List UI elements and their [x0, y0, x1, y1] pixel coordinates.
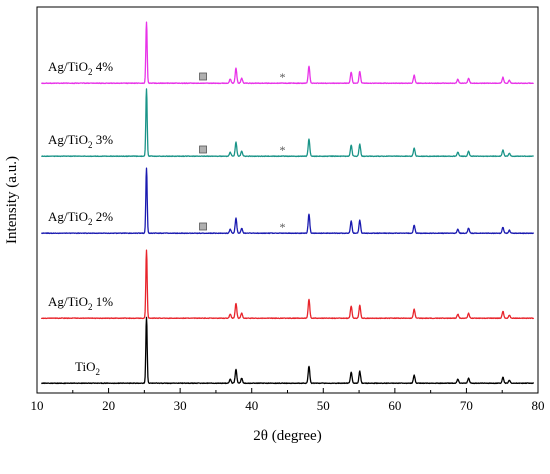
x-tick-label: 30	[174, 398, 187, 413]
x-tick-label: 60	[388, 398, 401, 413]
trace-label-subscript: 2	[95, 367, 100, 377]
xrd-trace	[41, 88, 534, 158]
x-tick-label: 20	[102, 398, 115, 413]
trace-label-subscript: 2	[88, 67, 93, 77]
x-tick-label: 50	[317, 398, 330, 413]
trace-label-subscript: 2	[88, 217, 93, 227]
x-tick-label: 80	[532, 398, 545, 413]
x-tick-label: 10	[31, 398, 44, 413]
trace-label-suffix: 3%	[92, 132, 113, 147]
xrd-trace	[40, 249, 535, 320]
trace-label: TiO2	[75, 359, 100, 377]
trace-label-name: Ag/TiO	[48, 294, 88, 309]
trace-label: Ag/TiO2 2%	[48, 209, 113, 227]
xrd-trace	[41, 316, 534, 385]
x-tick-label: 70	[460, 398, 473, 413]
trace-label-suffix: 2%	[92, 209, 113, 224]
square-marker	[199, 72, 207, 81]
x-tick-label: 40	[245, 398, 258, 413]
xrd-trace	[41, 21, 534, 85]
star-marker: *	[279, 220, 285, 234]
trace-layer	[40, 21, 535, 385]
trace-label-name: Ag/TiO	[48, 209, 88, 224]
y-axis-title: Intensity (a.u.)	[4, 156, 20, 244]
star-marker: *	[279, 143, 285, 157]
trace-label-suffix: 1%	[92, 294, 113, 309]
trace-label-name: Ag/TiO	[48, 132, 88, 147]
square-marker	[199, 222, 207, 231]
trace-label-subscript: 2	[88, 140, 93, 150]
square-marker	[199, 145, 207, 154]
xrd-trace	[41, 167, 535, 235]
trace-label-suffix: 4%	[92, 59, 113, 74]
trace-label-name: TiO	[75, 359, 95, 374]
star-marker: *	[279, 70, 285, 84]
x-axis: 10 20 30 40 50 60 70 80	[31, 388, 545, 413]
marker-layer: * * *	[199, 70, 285, 234]
trace-label: Ag/TiO2 4%	[48, 59, 113, 77]
trace-label-subscript: 2	[88, 302, 93, 312]
x-axis-title: 2θ (degree)	[253, 428, 321, 444]
trace-label: Ag/TiO2 1%	[48, 294, 113, 312]
trace-label-name: Ag/TiO	[48, 59, 88, 74]
trace-label: Ag/TiO2 3%	[48, 132, 113, 150]
